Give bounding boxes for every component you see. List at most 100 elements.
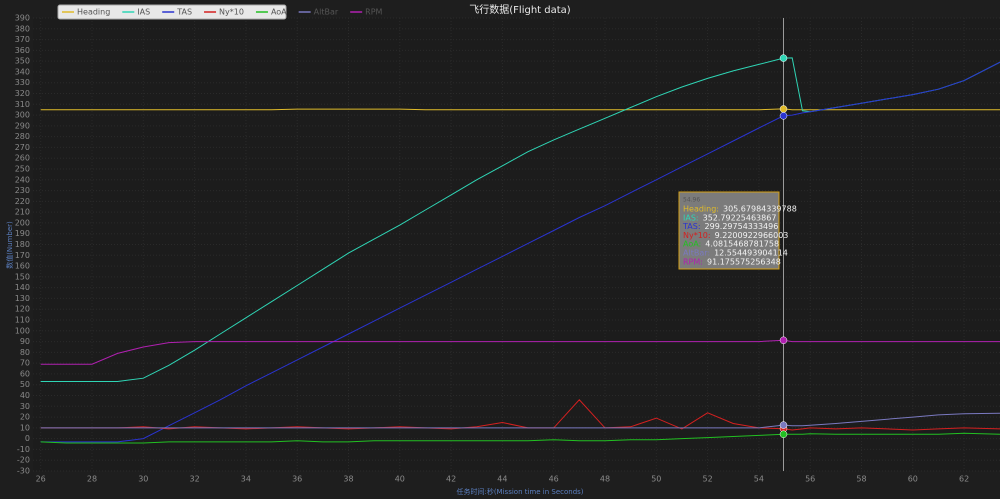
y-tick-label: 40	[20, 391, 30, 400]
y-tick-label: 160	[15, 262, 30, 271]
legend-label: IAS	[137, 8, 150, 17]
y-tick-label: 0	[25, 434, 30, 443]
tooltip-value: 4.0815468781758	[705, 240, 779, 249]
x-tick-label: 36	[292, 475, 302, 484]
x-tick-label: 46	[549, 475, 559, 484]
y-axis-label: 数值(Number)	[5, 221, 14, 269]
y-tick-label: 340	[15, 67, 30, 76]
tooltip-label: RPM:	[683, 257, 703, 266]
y-tick-label: 370	[15, 35, 30, 44]
y-tick-label: 180	[15, 240, 30, 249]
cursor-marker	[779, 105, 788, 113]
tooltip-label: IAS:	[683, 213, 699, 222]
y-tick-label: 110	[15, 316, 30, 325]
x-tick-label: 54	[754, 475, 764, 484]
x-tick-label: 42	[446, 475, 456, 484]
y-tick-label: 330	[15, 78, 30, 87]
x-tick-label: 58	[856, 475, 866, 484]
y-tick-label: 20	[20, 413, 30, 422]
y-tick-label: 200	[15, 218, 30, 227]
x-tick-label: 52	[702, 475, 712, 484]
y-tick-label: 260	[15, 154, 30, 163]
tooltip-label: Heading:	[683, 205, 719, 214]
tooltip-value: 91.175575256348	[707, 257, 781, 266]
y-tick-label: 350	[15, 57, 30, 66]
legend-label: AltBar	[314, 8, 339, 17]
y-tick-label: 380	[15, 24, 30, 33]
tooltip-value: 352.79225463867	[703, 213, 777, 222]
tooltip-title: 54.96	[683, 197, 700, 204]
y-tick-label: -20	[17, 456, 30, 465]
y-tick-label: 300	[15, 111, 30, 120]
x-tick-label: 56	[805, 475, 815, 484]
x-tick-label: 34	[241, 475, 251, 484]
cursor-marker	[779, 336, 788, 345]
y-tick-label: 210	[15, 208, 30, 217]
legend-label: Ny*10	[219, 8, 244, 17]
cursor-marker	[779, 54, 788, 62]
x-tick-label: 40	[395, 475, 405, 484]
y-tick-label: 170	[15, 251, 30, 260]
y-tick-label: -10	[17, 445, 30, 454]
y-tick-label: 80	[20, 348, 30, 357]
tooltip-label: TAS:	[682, 222, 701, 231]
x-tick-label: 26	[36, 475, 46, 484]
y-tick-label: 280	[15, 132, 30, 141]
legend-label: TAS	[176, 8, 192, 17]
y-tick-label: 320	[15, 89, 30, 98]
y-tick-label: 140	[15, 283, 30, 292]
y-tick-label: 10	[20, 423, 30, 432]
series-line	[40, 61, 1000, 443]
y-tick-label: 190	[15, 229, 30, 238]
y-tick-label: 310	[15, 100, 30, 109]
tooltip-label: AltBar:	[683, 249, 710, 258]
y-tick-label: 290	[15, 121, 30, 130]
chart-title: 飞行数据(Flight data)	[469, 3, 571, 16]
tooltip-label: AoA:	[683, 240, 701, 249]
tooltip-label: Ny*10:	[683, 231, 711, 240]
cursor-marker	[779, 421, 788, 429]
y-tick-label: 390	[15, 14, 30, 23]
y-tick-label: 240	[15, 175, 30, 184]
series-line	[40, 412, 1000, 429]
y-tick-label: 360	[15, 46, 30, 55]
y-tick-label: 130	[15, 294, 30, 303]
y-tick-label: 60	[20, 369, 30, 378]
y-tick-label: 50	[20, 380, 30, 389]
x-tick-label: 44	[497, 475, 507, 484]
x-tick-label: 32	[190, 475, 200, 484]
legend-label: RPM	[365, 8, 382, 17]
y-tick-label: 230	[15, 186, 30, 195]
y-tick-label: 150	[15, 272, 30, 281]
x-tick-label: 60	[908, 475, 918, 484]
x-tick-label: 30	[138, 475, 148, 484]
tooltip-value: 9.2200922966003	[715, 231, 789, 240]
legend-label: AoA	[271, 8, 287, 17]
x-axis-label: 任务时间:秒(Mission time in Seconds)	[456, 487, 583, 496]
cursor-marker	[779, 112, 788, 120]
cursor-marker	[779, 430, 788, 438]
y-tick-label: -30	[17, 467, 30, 476]
tooltip-value: 305.67984339788	[723, 205, 797, 214]
y-tick-label: 90	[20, 337, 30, 346]
series-line	[40, 432, 1000, 444]
tooltip-box	[678, 191, 780, 270]
y-tick-label: 30	[20, 402, 30, 411]
tooltip-value: 12.554493904114	[714, 249, 788, 258]
y-tick-label: 100	[15, 326, 30, 335]
x-tick-label: 38	[343, 475, 353, 484]
y-tick-label: 120	[15, 305, 30, 314]
y-tick-label: 250	[15, 165, 30, 174]
legend: Heading IAS TAS Ny*10 AoA AltBar RPM	[57, 4, 383, 20]
y-tick-label: 270	[15, 143, 30, 152]
y-tick-label: 70	[20, 359, 30, 368]
legend-label: Heading	[77, 8, 110, 17]
y-tick-label: 220	[15, 197, 30, 206]
x-tick-label: 62	[959, 475, 969, 484]
x-tick-label: 28	[87, 475, 97, 484]
x-tick-label: 50	[651, 475, 661, 484]
series-line	[40, 339, 1000, 365]
x-tick-label: 48	[600, 475, 610, 484]
